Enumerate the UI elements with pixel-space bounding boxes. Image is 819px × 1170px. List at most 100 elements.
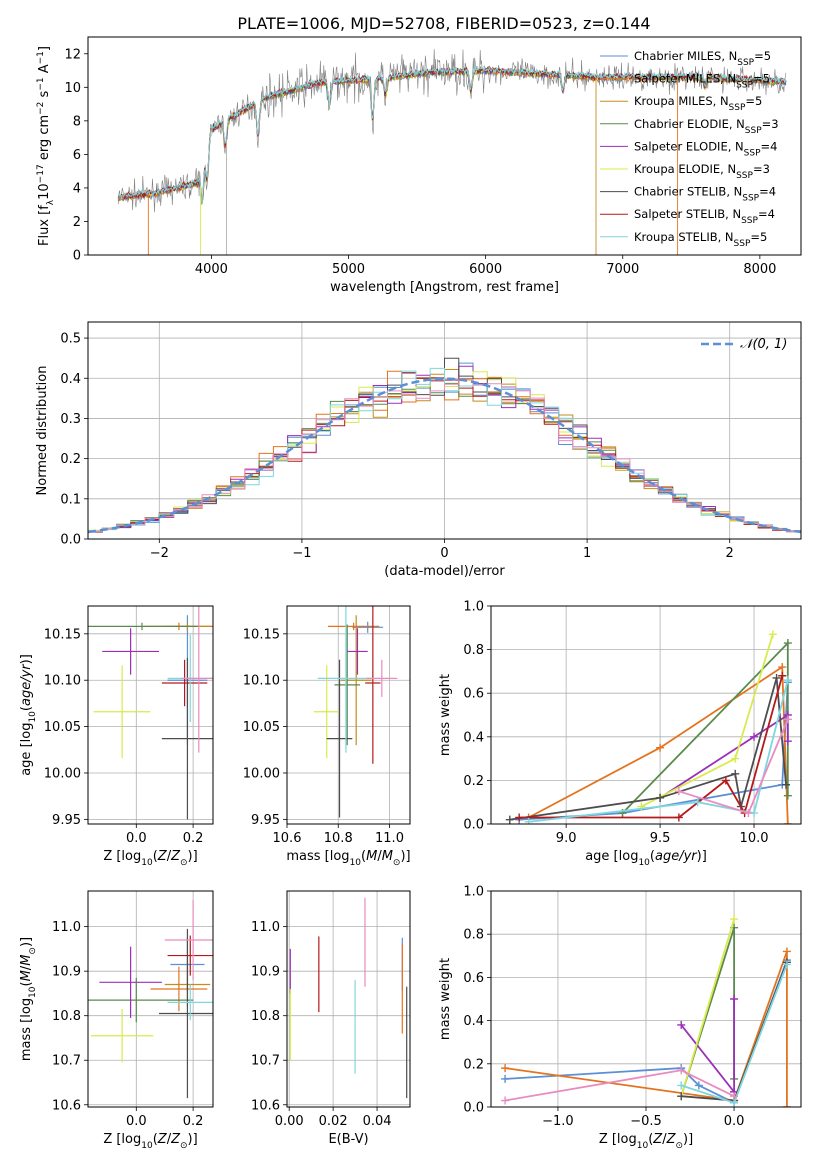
weight-marker <box>730 915 739 924</box>
y-axis-label: Normed distribution <box>35 366 50 496</box>
axes-frame <box>87 890 214 1108</box>
age-vs-metallicity-panel: 0.0 0.2 9.95 10.00 10.05 10.10 10.15 Z [log10(Z… <box>19 605 214 868</box>
residual-histogram-panel: −2 −1 0 1 2 0.0 0.1 0.2 0.3 0.4 0.5 (data-model)/er… <box>35 321 802 579</box>
model-spectrum-line <box>117 66 787 203</box>
y-tick-label: 10.10 <box>44 674 81 689</box>
weight-series-line <box>504 951 788 1107</box>
weight-vs-age-panel: 9.0 9.5 10.0 0.0 0.2 0.4 0.6 0.8 1.0 age [log10(a… <box>438 600 802 868</box>
x-tick-label: −0.5 <box>630 1114 662 1129</box>
y-tick-label: 0.0 <box>463 1101 484 1116</box>
weight-marker <box>778 671 787 680</box>
x-axis-label: (data-model)/error <box>384 564 505 579</box>
x-tick-label: 2 <box>726 546 734 561</box>
spectrum-panel: 4000 5000 6000 7000 8000 0 2 4 6 8 10 12 wavelength … <box>36 36 802 295</box>
spectrum-legend: Chabrier MILES, NSSP=5 Salpeter MILES, NS… <box>600 49 779 249</box>
weight-marker <box>694 1081 703 1090</box>
y-tick-label: 0 <box>73 249 81 264</box>
y-tick-label: 0.8 <box>463 928 484 943</box>
plot-area <box>289 897 408 1099</box>
x-tick-label: 6000 <box>469 262 502 277</box>
legend-entry: Salpeter MILES, NSSP=5 <box>634 72 770 91</box>
y-axis-label: Flux [fλ10−17 erg cm−2 s−1 A−1] <box>36 46 56 246</box>
y-tick-label: 0.0 <box>463 818 484 833</box>
x-tick-label: 0.2 <box>183 1114 204 1129</box>
weight-marker <box>674 787 683 796</box>
y-axis-label: age [log10(age/yr)] <box>19 654 38 776</box>
weight-marker <box>524 817 533 824</box>
y-tick-label: 0.4 <box>463 1014 484 1029</box>
y-tick-label: 10.05 <box>44 720 81 735</box>
weight-marker <box>515 813 524 822</box>
legend-entry: Kroupa ELODIE, NSSP=3 <box>634 162 770 181</box>
x-tick-label: 4000 <box>195 262 228 277</box>
axes-frame <box>87 605 214 825</box>
weight-marker <box>783 715 792 724</box>
x-tick-label: 0.04 <box>363 1114 392 1129</box>
y-tick-label: 0.3 <box>60 412 81 427</box>
legend-entry: Chabrier MILES, NSSP=5 <box>634 49 771 68</box>
x-tick-label: 9.5 <box>650 831 671 846</box>
weight-marker <box>721 776 730 785</box>
normal-pdf-curve <box>88 377 801 534</box>
y-tick-label: 9.95 <box>251 813 280 828</box>
weight-series-line <box>659 713 789 799</box>
plot-area <box>88 899 213 1099</box>
x-tick-label: 0.0 <box>126 1114 147 1129</box>
y-tick-label: 6 <box>73 148 81 163</box>
x-axis-label: E(B-V) <box>328 1132 368 1147</box>
y-tick-label: 12 <box>64 47 81 62</box>
weight-marker <box>783 791 792 800</box>
y-tick-label: 10.8 <box>52 1009 81 1024</box>
y-tick-label: 10.05 <box>243 720 280 735</box>
weight-marker <box>750 732 759 741</box>
weight-marker <box>781 780 790 789</box>
histogram-series <box>88 379 801 533</box>
plot-area <box>505 630 792 824</box>
weight-marker <box>677 1092 686 1101</box>
weight-marker <box>677 1081 686 1090</box>
y-tick-label: 10.15 <box>243 627 280 642</box>
weight-marker <box>501 1064 510 1073</box>
y-tick-label: 0.2 <box>60 452 81 467</box>
x-tick-label: 10.6 <box>273 831 302 846</box>
mass-vs-extinction-panel: 0.00 0.02 0.04 10.6 10.7 10.8 10.9 11.0 E(B-V) <box>251 890 411 1147</box>
weight-marker <box>782 947 791 956</box>
y-tick-label: 10.7 <box>52 1054 81 1069</box>
weight-marker <box>730 995 739 1003</box>
plot-area <box>117 49 787 255</box>
x-tick-label: 7000 <box>606 262 639 277</box>
legend-entry: Kroupa STELIB, NSSP=5 <box>634 230 767 249</box>
weight-marker <box>656 743 665 752</box>
weight-marker <box>768 630 777 639</box>
y-tick-label: 11.0 <box>251 920 280 935</box>
x-tick-label: 10.0 <box>740 831 769 846</box>
y-tick-label: 9.95 <box>52 813 81 828</box>
y-tick-label: 1.0 <box>463 885 484 900</box>
age-vs-mass-panel: 10.6 10.8 11.0 9.95 10.00 10.05 10.10 10.15 mass… <box>243 605 411 868</box>
x-tick-label: 9.0 <box>556 831 577 846</box>
weight-marker <box>783 676 792 685</box>
plot-area <box>88 357 801 534</box>
x-tick-label: 5000 <box>332 262 365 277</box>
y-tick-label: 0.6 <box>463 687 484 702</box>
weight-marker <box>744 809 753 818</box>
weight-vs-metallicity-panel: −1.0 −0.5 0.0 0.0 0.2 0.4 0.6 0.8 1.0 Z [log10(Z/… <box>438 885 802 1151</box>
axes-frame <box>87 36 802 256</box>
y-tick-label: 10.00 <box>243 766 280 781</box>
y-tick-label: 10.10 <box>243 674 280 689</box>
legend-entry: Salpeter STELIB, NSSP=4 <box>634 207 775 226</box>
weight-marker <box>782 960 791 969</box>
x-tick-label: −2 <box>150 546 169 561</box>
y-tick-label: 10.6 <box>52 1098 81 1113</box>
figure-title: PLATE=1006, MJD=52708, FIBERID=0523, z=0… <box>237 14 650 33</box>
weight-marker <box>783 820 792 824</box>
y-tick-label: 0.6 <box>463 971 484 986</box>
y-tick-label: 0.0 <box>60 533 81 548</box>
weight-marker <box>783 639 792 648</box>
weight-marker <box>731 769 740 778</box>
x-tick-label: 1 <box>583 546 591 561</box>
y-tick-label: 10.7 <box>251 1054 280 1069</box>
weight-series-line <box>528 679 789 823</box>
weight-series-line <box>509 677 787 821</box>
